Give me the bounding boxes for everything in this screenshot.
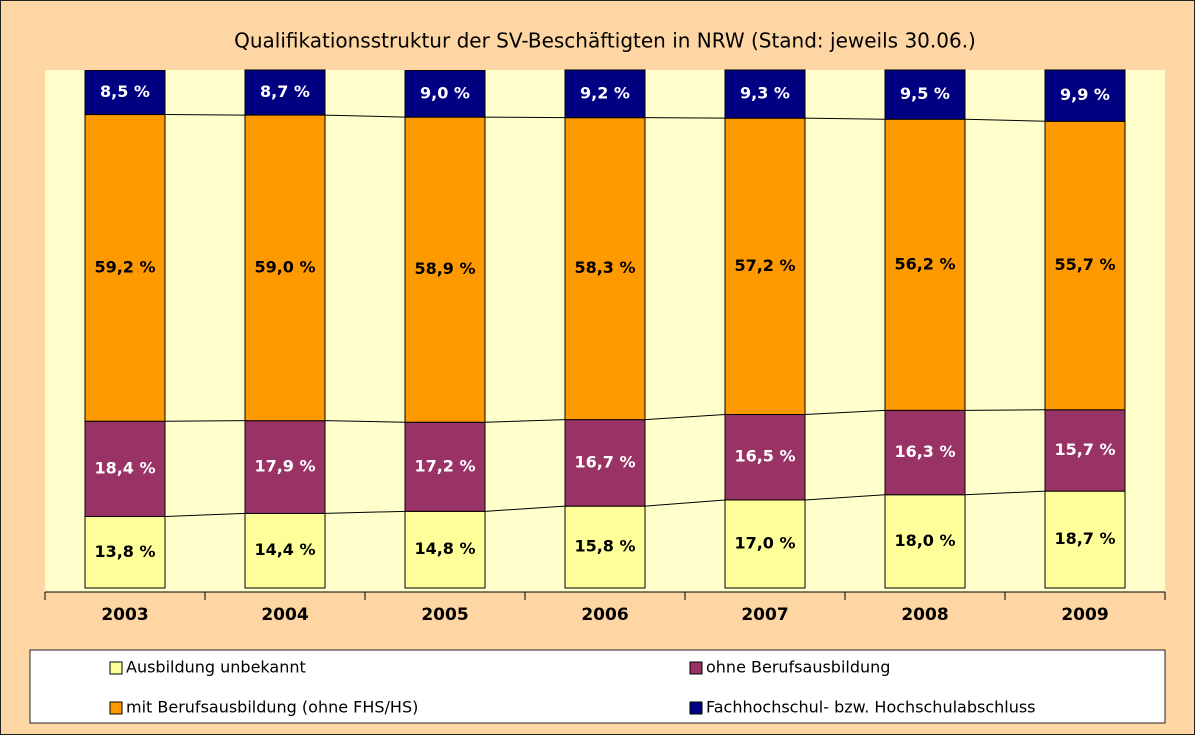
series-line bbox=[484, 116, 566, 119]
series-line bbox=[804, 117, 886, 120]
legend-swatch bbox=[689, 701, 703, 715]
legend-swatch bbox=[109, 701, 123, 715]
bar-segment bbox=[724, 117, 806, 415]
bar-segment bbox=[404, 421, 486, 512]
series-line bbox=[324, 114, 406, 118]
x-tick-label: 2008 bbox=[901, 605, 948, 625]
legend-label: Ausbildung unbekannt bbox=[126, 658, 306, 677]
value-label: 18,4 % bbox=[94, 458, 155, 477]
series-line bbox=[164, 114, 246, 116]
value-label: 15,7 % bbox=[1054, 440, 1115, 459]
bar-segment bbox=[724, 413, 806, 501]
value-label: 14,8 % bbox=[414, 539, 475, 558]
value-label: 9,2 % bbox=[580, 83, 630, 102]
value-label: 17,9 % bbox=[254, 457, 315, 476]
series-line bbox=[964, 490, 1046, 496]
bar-segment bbox=[1044, 409, 1126, 492]
bar-segment bbox=[884, 69, 966, 120]
bar-segment bbox=[884, 118, 966, 411]
bar-segment bbox=[1044, 69, 1126, 122]
series-line bbox=[484, 419, 566, 423]
value-label: 15,8 % bbox=[574, 537, 635, 556]
bar-segment bbox=[1044, 120, 1126, 411]
bar-segment bbox=[404, 510, 486, 589]
bar-segment bbox=[724, 499, 806, 589]
bar-segment bbox=[84, 114, 166, 422]
value-label: 14,4 % bbox=[254, 540, 315, 559]
series-line bbox=[644, 117, 726, 119]
x-tick-label: 2005 bbox=[421, 605, 468, 625]
bar-segment bbox=[564, 505, 646, 589]
x-tick-label: 2006 bbox=[581, 605, 628, 625]
value-label: 8,5 % bbox=[100, 82, 150, 101]
x-tick-label: 2003 bbox=[101, 605, 148, 625]
bar-segment bbox=[84, 420, 166, 518]
series-line bbox=[324, 510, 406, 514]
bar-segment bbox=[84, 516, 166, 589]
value-label: 57,2 % bbox=[734, 256, 795, 275]
series-line bbox=[964, 409, 1046, 411]
bar-segment bbox=[724, 69, 806, 119]
bar-segment bbox=[84, 70, 166, 116]
bar-segment bbox=[884, 494, 966, 589]
value-label: 59,2 % bbox=[94, 257, 155, 276]
bar-segment bbox=[564, 419, 646, 507]
value-label: 16,3 % bbox=[894, 442, 955, 461]
value-label: 8,7 % bbox=[260, 82, 310, 101]
bar-segment bbox=[404, 70, 486, 118]
series-line bbox=[324, 420, 406, 423]
bar-segment bbox=[244, 69, 326, 116]
series-line bbox=[644, 413, 726, 421]
legend bbox=[29, 649, 1166, 724]
value-label: 9,5 % bbox=[900, 84, 950, 103]
bar-segment bbox=[244, 512, 326, 589]
series-line bbox=[484, 505, 566, 512]
legend-label: mit Berufsausbildung (ohne FHS/HS) bbox=[126, 698, 418, 717]
series-line bbox=[804, 494, 886, 501]
x-tick-label: 2009 bbox=[1061, 605, 1108, 625]
value-label: 55,7 % bbox=[1054, 255, 1115, 274]
chart-title: Qualifikationsstruktur der SV-Beschäftig… bbox=[234, 29, 976, 53]
value-label: 56,2 % bbox=[894, 254, 955, 273]
bar-segment bbox=[244, 114, 326, 422]
x-tick-label: 2007 bbox=[741, 605, 788, 625]
legend-swatch bbox=[689, 661, 703, 675]
value-label: 9,3 % bbox=[740, 84, 790, 103]
legend-swatch bbox=[109, 661, 123, 675]
series-line bbox=[804, 409, 886, 415]
bar-segment bbox=[564, 117, 646, 421]
value-label: 17,0 % bbox=[734, 533, 795, 552]
value-label: 18,7 % bbox=[1054, 529, 1115, 548]
value-label: 13,8 % bbox=[94, 542, 155, 561]
value-label: 16,7 % bbox=[574, 452, 635, 471]
bar-segment bbox=[564, 69, 646, 119]
x-tick-label: 2004 bbox=[261, 605, 308, 625]
bar-segment bbox=[404, 116, 486, 423]
series-line bbox=[644, 499, 726, 507]
value-label: 9,0 % bbox=[420, 83, 470, 102]
value-label: 9,9 % bbox=[1060, 85, 1110, 104]
value-label: 58,9 % bbox=[414, 259, 475, 278]
value-label: 59,0 % bbox=[254, 257, 315, 276]
bar-segment bbox=[884, 409, 966, 496]
series-line bbox=[164, 420, 246, 422]
value-label: 18,0 % bbox=[894, 531, 955, 550]
series-line bbox=[964, 118, 1046, 122]
series-line bbox=[164, 512, 246, 518]
value-label: 16,5 % bbox=[734, 447, 795, 466]
value-label: 58,3 % bbox=[574, 258, 635, 277]
legend-label: Fachhochschul- bzw. Hochschulabschluss bbox=[706, 698, 1036, 717]
bar-segment bbox=[244, 420, 326, 514]
value-label: 17,2 % bbox=[414, 456, 475, 475]
legend-label: ohne Berufsausbildung bbox=[706, 658, 890, 677]
